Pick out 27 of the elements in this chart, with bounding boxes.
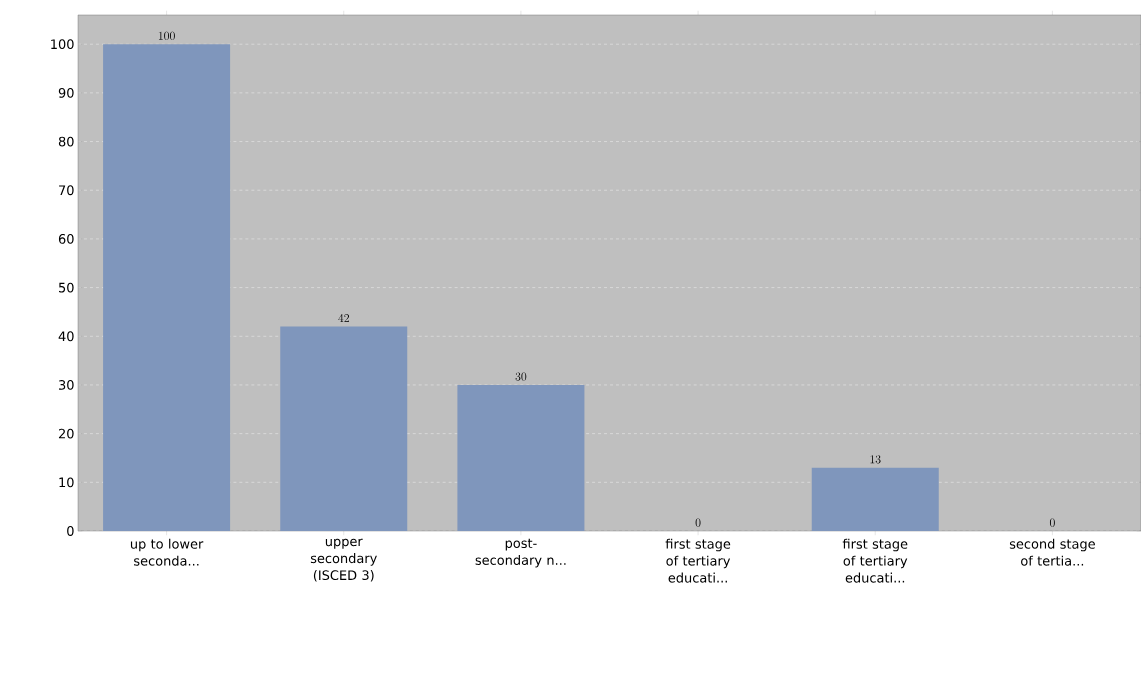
x-tick-label: first stage of tertiary educati... (842, 538, 908, 583)
data-label: 100 (158, 31, 175, 40)
x-tick-label: up to lower seconda... (130, 538, 204, 566)
data-label: 42 (338, 313, 350, 323)
x-tick-label: post-secondary n... (475, 538, 566, 568)
bar (103, 44, 231, 531)
y-tick-label: 0 (67, 526, 74, 536)
y-tick-label: 80 (58, 136, 74, 147)
y-tick-label: 50 (59, 282, 74, 293)
y-tick-label: 20 (58, 428, 74, 439)
y-tick-label: 60 (58, 234, 74, 244)
y-tick-label: 70 (59, 185, 74, 196)
x-tick-label: second stage of tertia... (1009, 538, 1095, 566)
bar (280, 326, 408, 531)
data-label: 0 (1049, 518, 1055, 527)
y-tick-label: 100 (51, 39, 74, 50)
y-tick-label: 90 (58, 87, 74, 98)
y-tick-label: 30 (58, 380, 74, 390)
y-tick-label: 40 (58, 331, 74, 342)
x-tick-label: upper secondary (ISCED 3) (310, 538, 377, 582)
bar (457, 384, 585, 531)
bar (811, 467, 939, 531)
data-label: 0 (695, 518, 701, 527)
data-label: 13 (870, 455, 881, 464)
y-tick-label: 10 (59, 477, 74, 488)
data-label: 30 (515, 372, 527, 381)
x-tick-label: first stage of tertiary educati... (665, 538, 731, 583)
